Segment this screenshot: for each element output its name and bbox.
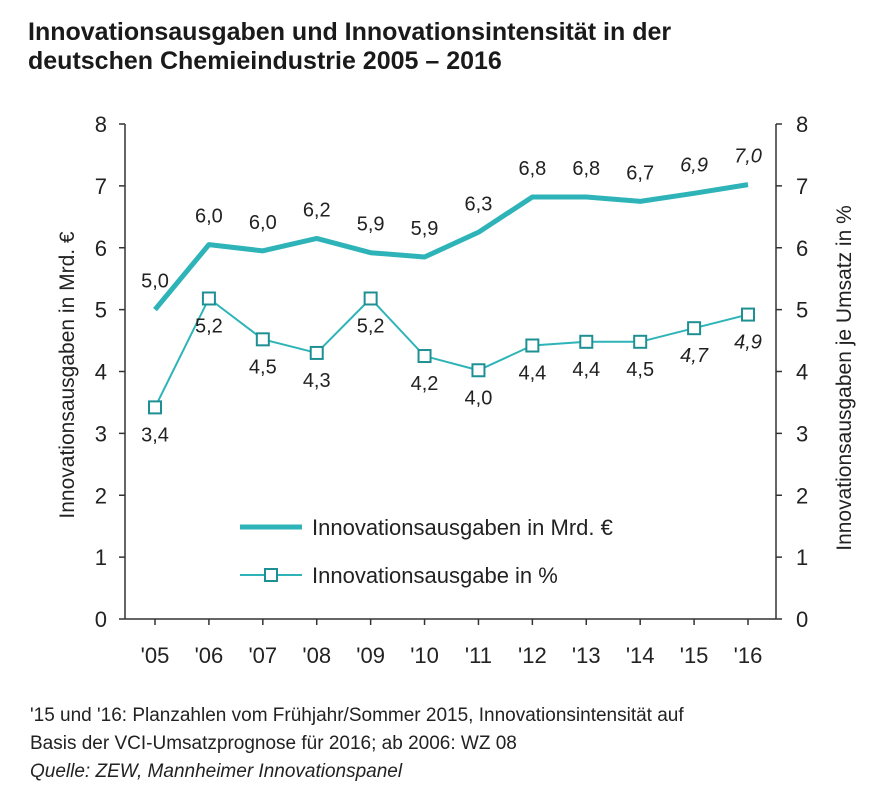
- data-label-expenditure: 6,0: [195, 206, 223, 228]
- left-tick-label: 5: [95, 298, 107, 323]
- data-label-intensity: 5,2: [195, 315, 223, 337]
- data-label-intensity: 4,5: [626, 359, 654, 381]
- legend: Innovationsausgaben in Mrd. € Innovation…: [240, 515, 613, 588]
- right-tick-label: 3: [796, 421, 808, 446]
- x-tick-label: '05: [141, 643, 170, 668]
- data-marker-intensity: [148, 400, 162, 415]
- x-tick-label: '06: [195, 643, 224, 668]
- series-lines: [153, 182, 749, 408]
- chart-title-line-2: deutschen Chemieindustrie 2005 – 2016: [28, 47, 502, 75]
- x-tick-label: '09: [356, 643, 385, 668]
- data-label-intensity: 4,2: [411, 373, 439, 395]
- left-tick-label: 8: [95, 112, 107, 137]
- right-tick-label: 5: [796, 298, 808, 323]
- data-label-intensity: 4,4: [518, 363, 546, 385]
- x-axis-ticks: '05 '06 '07 '08 '09 '10 '11 '12 '13 '14 '15 '16: [141, 619, 763, 668]
- x-tick-label: '14: [626, 643, 655, 668]
- left-tick-label: 6: [95, 236, 107, 261]
- x-tick-label: '07: [248, 643, 277, 668]
- chart-title-line-1: Innovationsausgaben und Innovationsinten…: [28, 18, 672, 46]
- right-tick-label: 2: [796, 483, 808, 508]
- data-label-expenditure: 6,8: [572, 158, 600, 180]
- chart-title: Innovationsausgaben und Innovationsinten…: [28, 18, 868, 76]
- data-label-intensity: 4,9: [734, 332, 762, 354]
- data-label-expenditure: 6,7: [626, 162, 654, 184]
- right-tick-label: 4: [796, 360, 808, 385]
- right-axis-ticks: 0 1 2 3 4 5 6 7 8: [776, 112, 808, 632]
- left-axis-title: Innovationsausgaben in Mrd. €: [56, 231, 79, 519]
- x-tick-label: '08: [302, 643, 331, 668]
- data-label-intensity: 3,4: [141, 424, 169, 446]
- left-tick-label: 2: [95, 483, 107, 508]
- data-label-intensity: 5,2: [357, 315, 385, 337]
- x-tick-label: '15: [680, 643, 709, 668]
- data-label-intensity: 4,3: [303, 370, 331, 392]
- x-tick-label: '13: [572, 643, 601, 668]
- data-label-intensity: 4,4: [572, 359, 600, 381]
- right-tick-label: 8: [796, 112, 808, 137]
- data-label-expenditure: 5,9: [411, 218, 439, 240]
- data-marker-intensity: [633, 334, 648, 349]
- data-marker-intensity: [579, 334, 594, 349]
- chart-axes: [124, 124, 777, 620]
- right-tick-label: 7: [796, 174, 808, 199]
- left-axis-ticks: 0 1 2 3 4 5 6 7 8: [95, 112, 125, 632]
- x-tick-label: '12: [518, 643, 547, 668]
- right-tick-label: 0: [796, 607, 808, 632]
- data-label-intensity: 4,7: [680, 345, 709, 367]
- x-tick-label: '10: [410, 643, 439, 668]
- series-line-intensity: [154, 296, 749, 408]
- data-labels: 5,0 6,0 6,0 6,2 5,9 5,9 6,3 6,8 6,8 6,7 6,9 7,0 3,4 5…: [141, 146, 762, 447]
- data-label-intensity: 4,5: [249, 356, 277, 378]
- data-label-expenditure: 5,0: [141, 271, 169, 293]
- left-tick-label: 0: [95, 607, 107, 632]
- left-tick-label: 4: [95, 360, 107, 385]
- series-line-expenditure: [153, 182, 749, 312]
- footnote-line-2: Basis der VCI-Umsatzprognose für 2016; a…: [30, 733, 517, 754]
- data-label-intensity: 4,0: [465, 387, 493, 409]
- left-tick-label: 3: [95, 421, 107, 446]
- source-note: Quelle: ZEW, Mannheimer Innovationspanel: [30, 761, 403, 782]
- right-axis-title: Innovationsausgaben je Umsatz in %: [833, 205, 856, 551]
- x-tick-label: '16: [734, 643, 763, 668]
- data-label-expenditure: 7,0: [734, 146, 762, 168]
- footnote: '15 und '16: Planzahlen vom Frühjahr/Som…: [30, 702, 870, 786]
- data-marker-intensity: [255, 332, 270, 347]
- data-marker-intensity: [201, 291, 216, 306]
- data-marker-intensity: [525, 338, 540, 353]
- data-marker-intensity: [471, 363, 486, 378]
- data-marker-intensity: [309, 345, 324, 360]
- data-marker-intensity: [687, 321, 702, 336]
- right-tick-label: 6: [796, 236, 808, 261]
- data-marker-intensity: [741, 307, 755, 322]
- data-marker-intensity: [417, 349, 432, 364]
- right-tick-label: 1: [796, 545, 808, 570]
- legend-marker-intensity: [264, 568, 278, 582]
- left-tick-label: 7: [95, 174, 107, 199]
- data-label-expenditure: 6,2: [303, 199, 331, 221]
- legend-label-intensity: Innovationsausgabe in %: [312, 563, 558, 588]
- data-marker-intensity: [363, 291, 378, 306]
- data-label-expenditure: 5,9: [357, 214, 385, 236]
- footnote-line-1: '15 und '16: Planzahlen vom Frühjahr/Som…: [30, 705, 684, 726]
- line-chart: 0 1 2 3 4 5 6 7 8 0 1 2 3 4 5 6 7 8 '05 '06 '07 '08 '09 '10 '1…: [56, 112, 856, 668]
- data-label-expenditure: 6,8: [518, 158, 546, 180]
- data-label-expenditure: 6,9: [680, 154, 708, 176]
- legend-label-expenditure: Innovationsausgaben in Mrd. €: [312, 515, 613, 540]
- data-label-expenditure: 6,0: [249, 212, 277, 234]
- x-tick-label: '11: [465, 643, 492, 668]
- series-markers: [148, 291, 755, 415]
- left-tick-label: 1: [95, 545, 107, 570]
- data-label-expenditure: 6,3: [465, 193, 493, 215]
